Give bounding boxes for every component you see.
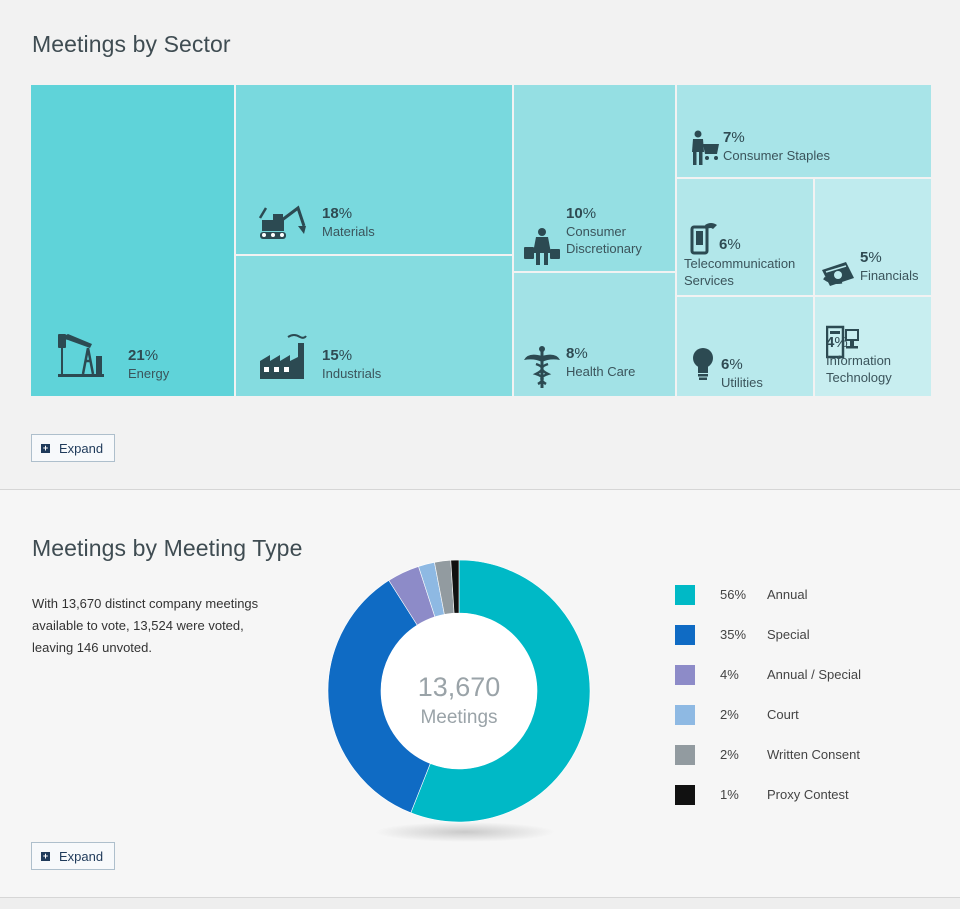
treemap-label: Energy	[128, 366, 170, 381]
next-section-edge	[0, 898, 960, 909]
treemap-label: Financials	[860, 268, 919, 283]
treemap-label: Consumer Staples	[723, 148, 830, 163]
treemap-cell-consumer-staples: 7% Consumer Staples	[677, 85, 931, 177]
legend-item: 2% Written Consent	[675, 745, 935, 765]
treemap-cell-industrials: 15% Industrials	[236, 256, 512, 396]
treemap-cell-telecommunication-services: 6% Telecommunication Services	[677, 179, 813, 295]
treemap-value: 7%	[723, 129, 745, 146]
meeting-type-donut: 13,670 Meetings	[327, 560, 591, 842]
legend-percent: 56%	[720, 587, 747, 602]
legend-percent: 4%	[720, 667, 739, 682]
sector-expand-button[interactable]: + Expand	[31, 434, 115, 462]
factory-icon	[258, 331, 308, 386]
meeting-type-section: Meetings by Meeting Type With 13,670 dis…	[0, 490, 960, 898]
legend-percent: 2%	[720, 707, 739, 722]
treemap-label: Consumer Discretionary	[566, 224, 642, 256]
treemap-label: Utilities	[721, 375, 763, 390]
sector-section: Meetings by Sector 21% Energy 18% Materials…	[0, 31, 960, 490]
donut-hole	[381, 613, 537, 769]
legend-percent: 1%	[720, 787, 739, 802]
meeting-type-title: Meetings by Meeting Type	[32, 535, 303, 561]
oil-pump-icon	[56, 328, 106, 383]
treemap-value: 8%	[566, 345, 588, 362]
treemap-label: Health Care	[566, 364, 636, 379]
computer-icon	[825, 325, 860, 364]
treemap-value: 4%	[826, 334, 848, 351]
legend-swatch	[675, 785, 695, 805]
treemap-cell-financials: 5% Financials	[815, 179, 931, 295]
treemap-cell-energy: 21% Energy	[31, 85, 234, 396]
plus-icon: +	[41, 851, 50, 861]
shopper-icon	[524, 227, 560, 272]
legend-label: Annual / Special	[767, 667, 861, 682]
donut-center-label: Meetings	[420, 707, 497, 728]
treemap-value: 15%	[322, 347, 353, 364]
treemap-value: 6%	[721, 356, 743, 373]
excavator-icon	[258, 204, 308, 249]
legend-swatch	[675, 585, 695, 605]
donut-shadow	[375, 822, 555, 842]
legend-swatch	[675, 745, 695, 765]
legend-swatch	[675, 705, 695, 725]
legend-swatch	[675, 665, 695, 685]
expand-label: Expand	[59, 849, 104, 864]
treemap-cell-utilities: 6% Utilities	[677, 297, 813, 396]
light-bulb-icon	[691, 347, 715, 386]
treemap-cell-health-care: 8% Health Care	[514, 273, 675, 396]
plus-icon: +	[41, 443, 50, 453]
legend-item: 1% Proxy Contest	[675, 785, 935, 805]
money-icon	[820, 260, 856, 293]
legend-item: 35% Special	[675, 625, 935, 645]
treemap-label: Industrials	[322, 366, 382, 381]
legend-item: 4% Annual / Special	[675, 665, 935, 685]
treemap-cell-consumer-discretionary: 10% Consumer Discretionary	[514, 85, 675, 271]
expand-label: Expand	[59, 441, 104, 456]
legend-label: Court	[767, 707, 799, 722]
caduceus-icon	[524, 346, 560, 395]
sector-title: Meetings by Sector	[32, 31, 231, 57]
legend-percent: 2%	[720, 747, 739, 762]
treemap-label: Telecommunication Services	[684, 256, 796, 288]
meeting-type-description: With 13,670 distinct company meetings av…	[32, 596, 259, 655]
legend-percent: 35%	[720, 627, 747, 642]
treemap-value: 18%	[322, 205, 353, 222]
mobile-phone-icon	[689, 219, 719, 260]
treemap-cell-materials: 18% Materials	[236, 85, 512, 254]
legend-item: 56% Annual	[675, 585, 935, 605]
treemap-cell-information-technology: 4% Information Technology	[815, 297, 931, 396]
treemap-value: 6%	[719, 236, 741, 253]
treemap-value: 5%	[860, 249, 882, 266]
treemap-value: 21%	[128, 347, 159, 364]
shopping-cart-person-icon	[689, 130, 721, 171]
legend-swatch	[675, 625, 695, 645]
treemap-label: Materials	[322, 224, 375, 239]
legend-label: Proxy Contest	[767, 787, 849, 802]
legend-item: 2% Court	[675, 705, 935, 725]
legend-label: Special	[767, 627, 810, 642]
treemap-label: Information Technology	[826, 353, 892, 385]
meeting-type-expand-button[interactable]: + Expand	[31, 842, 115, 870]
treemap-value: 10%	[566, 205, 597, 222]
sector-treemap: 21% Energy 18% Materials 15% Industrials 10% Co…	[31, 85, 931, 396]
legend-label: Written Consent	[767, 747, 860, 762]
donut-center-value: 13,670	[418, 672, 501, 702]
legend-label: Annual	[767, 587, 808, 602]
